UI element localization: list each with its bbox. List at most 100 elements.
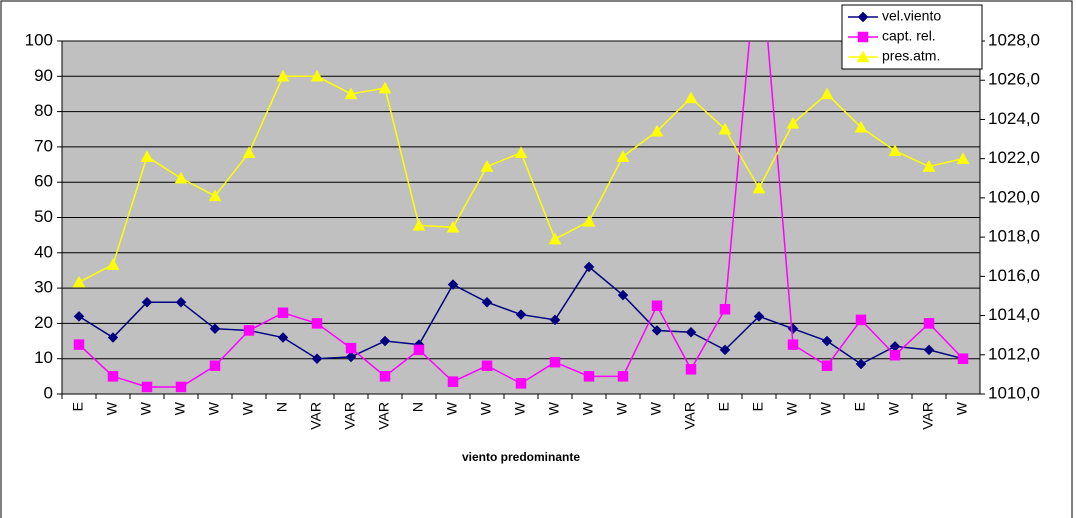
y2-tick-label: 1026,0 [988, 70, 1040, 89]
x-tick-label: VAR [308, 402, 324, 430]
x-tick-label: E [852, 402, 868, 411]
x-tick-label: E [70, 402, 86, 411]
x-axis-title: viento predominante [462, 450, 580, 464]
legend-marker [856, 50, 870, 63]
legend-label: pres.atm. [882, 48, 940, 64]
y2-tick-label: 1020,0 [988, 187, 1040, 206]
data-point [378, 81, 392, 94]
x-tick-label: W [648, 401, 664, 415]
x-tick-label: W [138, 401, 154, 415]
data-point [956, 152, 970, 164]
x-tick-label: VAR [376, 402, 392, 430]
data-point [514, 146, 528, 159]
data-point [787, 323, 799, 335]
data-point [923, 344, 935, 356]
x-tick-label: N [274, 402, 290, 412]
data-point [243, 325, 255, 336]
y-tick-label: 0 [44, 383, 53, 402]
data-point [73, 339, 85, 350]
data-point [209, 360, 221, 372]
data-point [957, 353, 969, 364]
x-tick-label: E [716, 402, 732, 411]
series-layer [72, 41, 970, 393]
x-tick-label: E [750, 402, 766, 411]
y-tick-label: 60 [34, 172, 53, 191]
y2-tick-label: 1018,0 [988, 227, 1040, 246]
x-tick-label: W [240, 401, 256, 415]
data-point [855, 358, 867, 370]
data-point [888, 144, 902, 157]
y-tick-label: 100 [25, 30, 53, 49]
data-point [923, 318, 935, 329]
y2-tick-label: 1024,0 [988, 109, 1040, 128]
data-point [209, 323, 221, 335]
data-point [684, 91, 698, 104]
data-point [311, 318, 323, 329]
data-point [651, 325, 663, 336]
x-tick-label: W [784, 401, 800, 415]
data-point [141, 296, 153, 308]
data-point [480, 159, 494, 172]
data-point [583, 371, 595, 382]
data-point [242, 146, 256, 159]
data-point [820, 87, 834, 100]
y-tick-label: 20 [34, 313, 53, 332]
data-point [821, 360, 833, 372]
data-point [719, 344, 731, 356]
data-point [548, 232, 562, 245]
y-tick-label: 80 [34, 101, 53, 120]
data-point [208, 189, 222, 202]
data-point [481, 296, 493, 308]
data-point [515, 309, 527, 320]
legend-label: capt. rel. [882, 28, 936, 44]
x-tick-label: N [410, 402, 426, 412]
data-point [515, 378, 527, 389]
data-point [616, 150, 630, 162]
data-point [549, 314, 561, 326]
data-point [752, 181, 766, 194]
y-tick-label: 40 [34, 242, 53, 261]
data-point [617, 371, 629, 382]
x-tick-label: VAR [682, 402, 698, 430]
y2-tick-label: 1010,0 [988, 383, 1040, 402]
y2-tick-label: 1022,0 [988, 148, 1040, 167]
data-point [718, 122, 732, 135]
x-tick-label: W [444, 401, 460, 415]
x-tick-label: W [580, 401, 596, 415]
data-point [583, 261, 595, 273]
data-point [481, 360, 493, 372]
data-point [413, 344, 425, 356]
data-point [107, 371, 119, 382]
y-tick-label: 30 [34, 278, 53, 297]
data-point [379, 335, 391, 347]
x-tick-label: W [886, 401, 902, 415]
data-point [276, 69, 290, 82]
data-point [447, 279, 459, 290]
data-point [447, 376, 459, 387]
data-point [855, 314, 867, 326]
data-point [854, 120, 868, 133]
data-point [549, 356, 561, 368]
data-point [582, 214, 596, 227]
data-point [379, 371, 391, 382]
x-tick-label: W [104, 401, 120, 415]
x-tick-label: W [206, 401, 222, 415]
data-point [141, 381, 153, 393]
data-point [446, 220, 460, 233]
data-point [107, 332, 119, 343]
x-tick-label: W [818, 401, 834, 415]
y2-tick-label: 1012,0 [988, 344, 1040, 363]
data-point [311, 353, 323, 365]
data-point [787, 339, 799, 350]
data-point [175, 381, 187, 393]
data-point [140, 150, 154, 162]
data-point [685, 364, 697, 375]
x-tick-label: W [478, 401, 494, 415]
x-tick-label: W [614, 401, 630, 415]
x-tick-label: W [546, 401, 562, 415]
data-point [72, 275, 86, 288]
data-point [786, 116, 800, 129]
y-tick-label: 90 [34, 66, 53, 85]
y2-tick-label: 1014,0 [988, 305, 1040, 324]
